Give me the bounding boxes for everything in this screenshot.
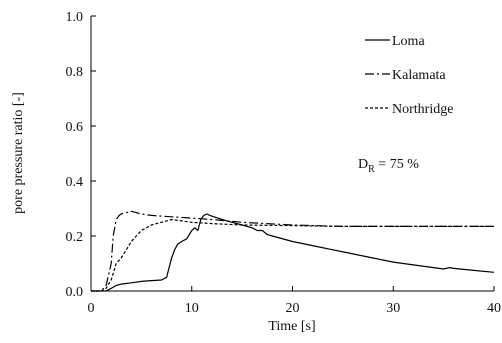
x-ticks: 0 10 20 30 40 xyxy=(88,286,501,316)
y-tick-label: 0.6 xyxy=(66,120,84,135)
series-line-loma xyxy=(91,213,495,292)
dr-annotation-symbol: D xyxy=(358,157,368,172)
legend-label-northridge: Northridge xyxy=(392,102,453,117)
y-tick-label: 0.8 xyxy=(66,65,84,80)
y-tick-label: 0.2 xyxy=(66,230,84,245)
dr-annotation: DR = 75 % xyxy=(358,157,419,175)
y-tick-label: 1.0 xyxy=(66,10,84,25)
axes xyxy=(90,16,494,292)
x-tick-label: 0 xyxy=(88,301,95,316)
series-line-kalamata xyxy=(91,210,494,292)
legend-label-loma: Loma xyxy=(392,34,425,49)
legend-label-kalamata: Kalamata xyxy=(392,68,446,83)
series-line-northridge xyxy=(91,218,494,292)
x-tick-label: 10 xyxy=(185,301,199,316)
x-tick-label: 20 xyxy=(286,301,300,316)
series-layer xyxy=(91,210,495,292)
legend: Loma Kalamata Northridge xyxy=(365,34,453,117)
x-tick-label: 30 xyxy=(386,301,400,316)
y-axis-label: pore pressure ratio [-] xyxy=(11,92,26,214)
y-tick-label: 0.0 xyxy=(66,285,84,300)
y-ticks: 0.0 0.2 0.4 0.6 0.8 1.0 xyxy=(66,10,96,300)
dr-annotation-subscript: R xyxy=(368,164,375,175)
x-tick-label: 40 xyxy=(487,301,501,316)
x-axis-label: Time [s] xyxy=(268,319,315,334)
dr-annotation-text: = 75 % xyxy=(375,157,419,172)
y-tick-label: 0.4 xyxy=(66,175,84,190)
